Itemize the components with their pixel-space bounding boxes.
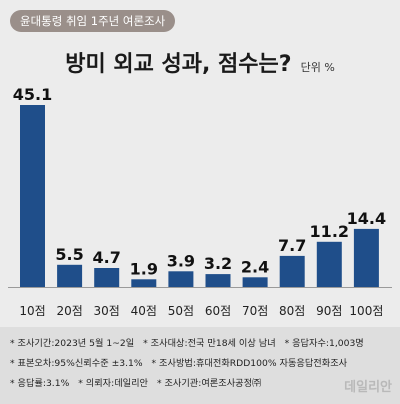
category-label-5: 50점 xyxy=(168,304,194,318)
value-label-3: 4.7 xyxy=(93,248,121,267)
note-period: * 조사기간:2023년 5월 1~2일 xyxy=(10,338,135,349)
value-label-9: 11.2 xyxy=(310,222,349,241)
category-label-9: 90점 xyxy=(316,304,342,318)
value-label-5: 3.9 xyxy=(167,251,195,270)
bar-chart: 45.1 10점 5.5 20점 4.7 30점 1.9 40점 3.9 50점 3.2 60점 2.4… xyxy=(8,85,392,318)
value-label-10: 14.4 xyxy=(347,209,386,228)
note-agency: * 조사기관:여론조사공정㈜ xyxy=(156,378,262,389)
bar-8 xyxy=(279,255,305,287)
bar-10 xyxy=(353,228,379,287)
survey-notes: * 조사기간:2023년 5월 1~2일 * 조사대상:전국 만18세 이상 남… xyxy=(0,327,400,404)
value-label-8: 7.7 xyxy=(278,236,306,255)
topic-badge: 윤대통령 취임 1주년 여론조사 xyxy=(10,10,176,32)
bar-9 xyxy=(316,241,342,287)
unit-label: 단위 % xyxy=(300,61,335,74)
category-label-10: 100점 xyxy=(349,304,383,318)
category-label-7: 70점 xyxy=(242,304,268,318)
note-line-3: * 응답률:3.1% * 의뢰자:데일리안 * 조사기관:여론조사공정㈜ xyxy=(10,375,267,389)
brand-logo: 데일리안 xyxy=(344,380,392,395)
category-label-4: 40점 xyxy=(131,304,157,318)
note-response-rate: * 응답률:3.1% xyxy=(10,378,70,389)
category-label-1: 10점 xyxy=(19,304,45,318)
note-target: * 조사대상:전국 만18세 이상 남녀 xyxy=(143,338,276,349)
value-label-7: 2.4 xyxy=(241,257,269,276)
note-error: * 표본오차:95%신뢰수준 ±3.1% xyxy=(10,358,143,369)
note-method: * 조사방법:휴대전화RDD100% 자동응답전화조사 xyxy=(151,358,348,369)
chart-title-row: 방미 외교 성과, 점수는? 단위 % xyxy=(0,46,400,78)
bar-2 xyxy=(57,264,83,287)
chart-title: 방미 외교 성과, 점수는? xyxy=(65,52,292,77)
bar-7 xyxy=(242,277,268,287)
note-client: * 의뢰자:데일리안 xyxy=(78,378,149,389)
bar-5 xyxy=(168,271,194,287)
value-label-4: 1.9 xyxy=(130,259,158,278)
bar-4 xyxy=(131,279,157,287)
category-label-8: 80점 xyxy=(279,304,305,318)
category-label-2: 20점 xyxy=(56,304,82,318)
bar-3 xyxy=(94,268,120,287)
note-line-1: * 조사기간:2023년 5월 1~2일 * 조사대상:전국 만18세 이상 남… xyxy=(10,335,370,349)
bar-1 xyxy=(20,105,45,287)
value-label-6: 3.2 xyxy=(204,254,232,273)
bar-6 xyxy=(205,274,231,287)
category-label-3: 30점 xyxy=(94,304,120,318)
value-label-2: 5.5 xyxy=(55,245,83,264)
value-label-1: 45.1 xyxy=(13,85,52,104)
category-label-6: 60점 xyxy=(205,304,231,318)
note-line-2: * 표본오차:95%신뢰수준 ±3.1% * 조사방법:휴대전화RDD100% … xyxy=(10,355,353,369)
note-respondents: * 응답자수:1,003명 xyxy=(284,338,364,349)
